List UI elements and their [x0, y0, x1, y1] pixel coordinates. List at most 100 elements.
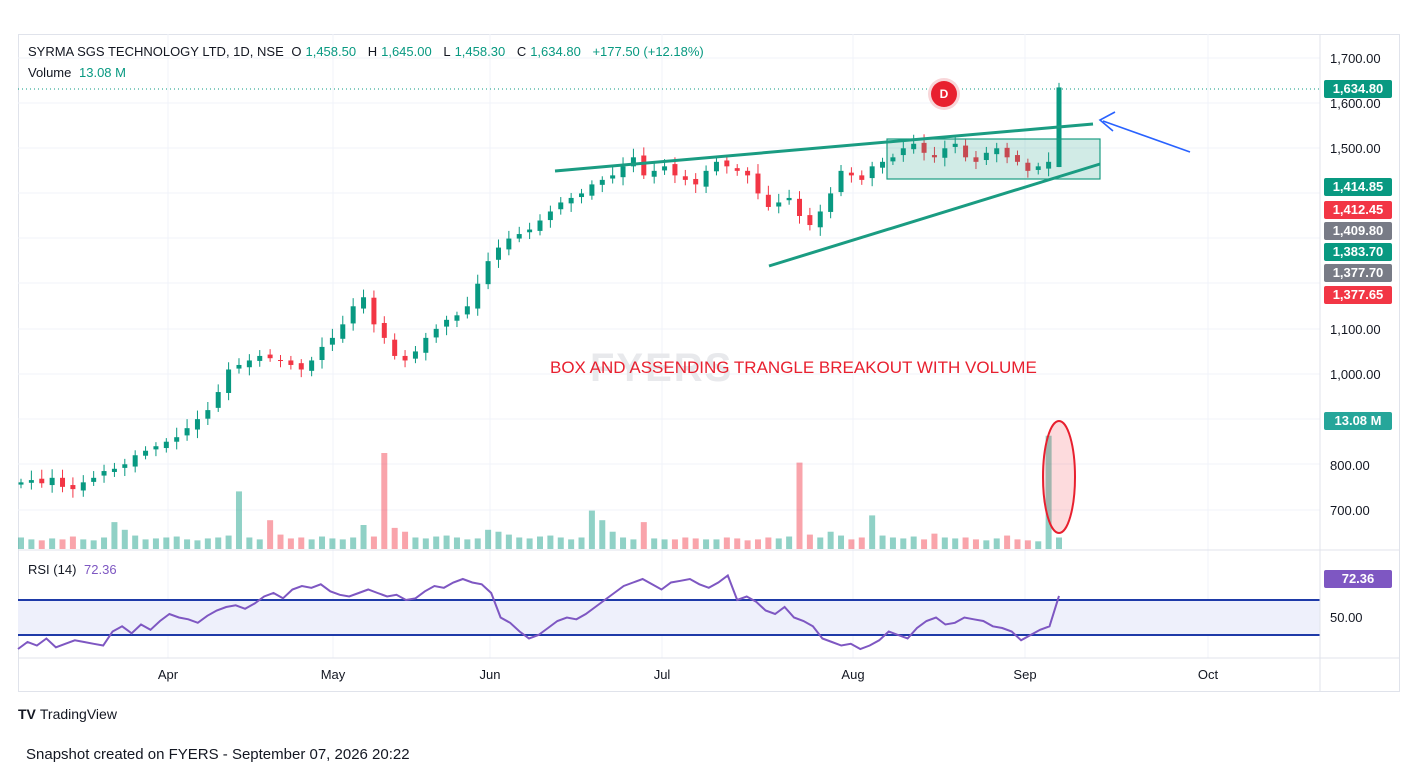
rsi-label[interactable]: RSI (14) — [28, 562, 77, 577]
volume-bar — [256, 539, 263, 549]
candle-body — [776, 202, 782, 207]
volume-bar — [1024, 540, 1031, 549]
candle-body — [111, 468, 117, 472]
candle-body — [153, 446, 159, 450]
candle-body — [558, 202, 564, 210]
volume-bar — [941, 537, 948, 549]
volume-bars — [18, 435, 1062, 549]
volume-bar — [537, 536, 543, 549]
volume-bar — [101, 537, 108, 549]
volume-bar — [889, 537, 896, 549]
volume-bar — [422, 538, 429, 549]
price-axis-label: 1,600.00 — [1330, 96, 1381, 111]
candle-body — [579, 193, 585, 198]
candle-body — [911, 143, 917, 150]
price-tag: 1,412.45 — [1324, 201, 1392, 219]
volume-bar — [827, 531, 834, 549]
candle-body — [194, 419, 200, 430]
candle-body — [49, 477, 55, 486]
candle-body — [184, 428, 190, 436]
volume-bar — [319, 536, 326, 549]
volume-bar — [962, 537, 969, 549]
candle-body — [60, 477, 66, 487]
volume-label[interactable]: Volume — [28, 65, 72, 80]
candle-body — [381, 322, 387, 338]
candle-body — [70, 485, 76, 490]
lower-trend-line[interactable] — [768, 162, 1101, 268]
volume-bar — [630, 539, 637, 549]
volume-bar — [90, 540, 97, 549]
candle-body — [890, 157, 896, 162]
candle-body — [931, 155, 937, 158]
volume-bar — [682, 537, 689, 549]
candle-body — [485, 261, 491, 285]
tradingview-logo[interactable]: TV TradingView — [18, 706, 117, 722]
consolidation-box[interactable] — [886, 138, 1101, 180]
price-tag: 1,414.85 — [1324, 178, 1392, 196]
volume-bar — [18, 537, 24, 549]
arrow-shaft[interactable] — [1102, 120, 1191, 153]
candle-body — [28, 480, 34, 483]
candle-body — [246, 360, 252, 368]
close-value: C 1,634.80 — [516, 44, 581, 59]
volume-highlight-ellipse[interactable] — [1042, 420, 1076, 534]
candle-body — [298, 363, 304, 370]
candle-body — [651, 170, 657, 177]
candle-body — [952, 143, 958, 147]
volume-bar — [495, 531, 502, 549]
volume-bar — [900, 538, 907, 549]
volume-bar — [225, 535, 232, 549]
candle-body — [516, 234, 522, 239]
price-axis-label: 1,000.00 — [1330, 367, 1381, 382]
volume-bar — [173, 536, 180, 549]
candle-body — [963, 145, 969, 158]
candle-body — [309, 360, 315, 371]
volume-bar — [412, 537, 419, 549]
volume-bar — [360, 525, 367, 549]
rsi-band — [18, 600, 1320, 635]
volume-bar — [526, 538, 533, 549]
volume-bar — [806, 534, 813, 549]
month-label: Oct — [1197, 667, 1219, 682]
candle-body — [1046, 161, 1052, 169]
candle-body — [174, 437, 180, 442]
candle-body — [869, 166, 875, 179]
volume-bar — [1045, 435, 1052, 549]
candle-body — [713, 161, 719, 172]
volume-bar — [370, 536, 377, 549]
candle-body — [122, 464, 128, 468]
price-axis-label: 800.00 — [1330, 458, 1370, 473]
candle-body — [205, 410, 211, 419]
volume-bar — [391, 527, 398, 549]
rsi-line — [17, 573, 1060, 651]
volume-bar — [620, 537, 627, 549]
volume-bar — [339, 539, 346, 549]
volume-bar — [796, 462, 803, 549]
volume-bar — [848, 539, 855, 549]
volume-bar — [402, 531, 409, 549]
candle-body — [900, 148, 906, 156]
symbol-title[interactable]: SYRMA SGS TECHNOLOGY LTD, 1D, NSE — [28, 44, 284, 59]
dividend-marker[interactable]: D — [931, 81, 957, 107]
candle-body — [495, 247, 501, 260]
candle-body — [693, 178, 699, 185]
volume-bar — [381, 453, 388, 549]
upper-trend-line[interactable] — [554, 122, 1094, 173]
volume-bar — [921, 539, 928, 549]
low-value: L 1,458.30 — [443, 44, 506, 59]
rsi-value: 72.36 — [84, 562, 117, 577]
breakout-annotation[interactable]: BOX AND ASSENDING TRANGLE BREAKOUT WITH … — [550, 358, 1037, 377]
price-tag: 1,377.70 — [1324, 264, 1392, 282]
volume-bar — [235, 491, 242, 549]
open-value: O 1,458.50 — [291, 44, 357, 59]
candle-body — [402, 355, 408, 361]
candle-body — [1035, 166, 1041, 170]
rsi-legend: RSI (14) 72.36 — [28, 562, 117, 577]
month-label: Apr — [157, 667, 179, 682]
change-value: +177.50 (+12.18%) — [592, 44, 704, 59]
price-tag: 1,383.70 — [1324, 243, 1392, 261]
candle-body — [340, 324, 346, 339]
candle-body — [329, 337, 335, 345]
snapshot-caption: Snapshot created on FYERS - September 07… — [26, 746, 410, 763]
